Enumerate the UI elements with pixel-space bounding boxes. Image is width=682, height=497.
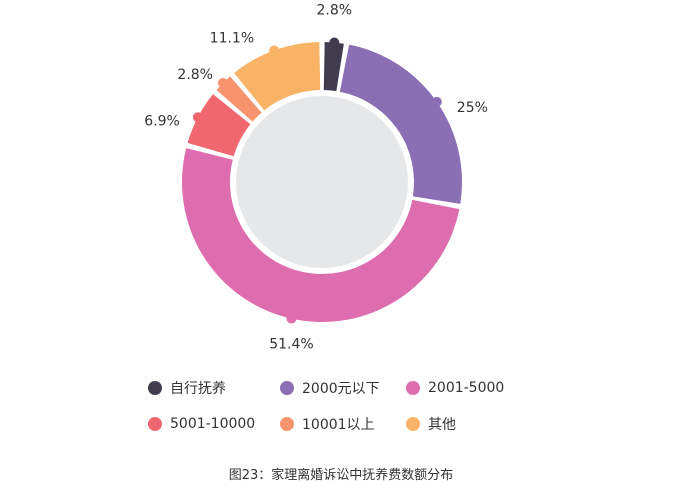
legend-item-1: 自行抚养 bbox=[148, 378, 280, 398]
donut-center bbox=[236, 96, 408, 268]
slice-3-marker bbox=[286, 313, 297, 324]
legend-label-4: 5001-10000 bbox=[170, 416, 256, 432]
legend-label-5: 10001以上 bbox=[302, 417, 375, 433]
legend-swatch-4 bbox=[148, 417, 162, 431]
legend-swatch-6 bbox=[406, 417, 420, 431]
chart-legend: 自行抚养 2000元以下 2001-5000 5001-10000 10001以上 其他 bbox=[148, 378, 548, 434]
slice-5-marker bbox=[218, 78, 229, 89]
legend-item-5: 10001以上 bbox=[280, 414, 406, 434]
legend-item-4: 5001-10000 bbox=[148, 414, 280, 434]
slice-6 bbox=[234, 42, 321, 111]
legend-swatch-5 bbox=[280, 417, 294, 431]
legend-swatch-1 bbox=[148, 381, 162, 395]
legend-item-2: 2000元以下 bbox=[280, 378, 406, 398]
slice-3 bbox=[181, 148, 460, 323]
slice-6-label: 11.1% bbox=[210, 30, 254, 46]
legend-label-2: 2000元以下 bbox=[302, 381, 380, 397]
slice-2 bbox=[339, 44, 462, 204]
slice-1 bbox=[323, 42, 344, 92]
slice-6-marker bbox=[269, 45, 280, 56]
slice-4 bbox=[187, 94, 251, 157]
legend-label-1: 自行抚养 bbox=[170, 381, 226, 397]
legend-item-3: 2001-5000 bbox=[406, 378, 536, 398]
slice-5 bbox=[216, 76, 262, 122]
slice-1-label: 2.8% bbox=[317, 3, 353, 19]
slice-4-label: 6.9% bbox=[144, 113, 180, 129]
slice-3-label: 51.4% bbox=[269, 337, 313, 353]
slice-2-label: 25% bbox=[457, 100, 488, 116]
slice-4-marker bbox=[192, 112, 203, 123]
legend-label-6: 其他 bbox=[428, 417, 456, 433]
figure-caption: 图23：家理离婚诉讼中抚养费数额分布 bbox=[228, 468, 454, 483]
slice-2-marker bbox=[431, 96, 442, 107]
slice-1-marker bbox=[329, 37, 340, 48]
slice-5-label: 2.8% bbox=[177, 67, 213, 83]
legend-item-6: 其他 bbox=[406, 414, 536, 434]
legend-swatch-2 bbox=[280, 381, 294, 395]
legend-swatch-3 bbox=[406, 381, 420, 395]
legend-label-3: 2001-5000 bbox=[428, 380, 505, 396]
